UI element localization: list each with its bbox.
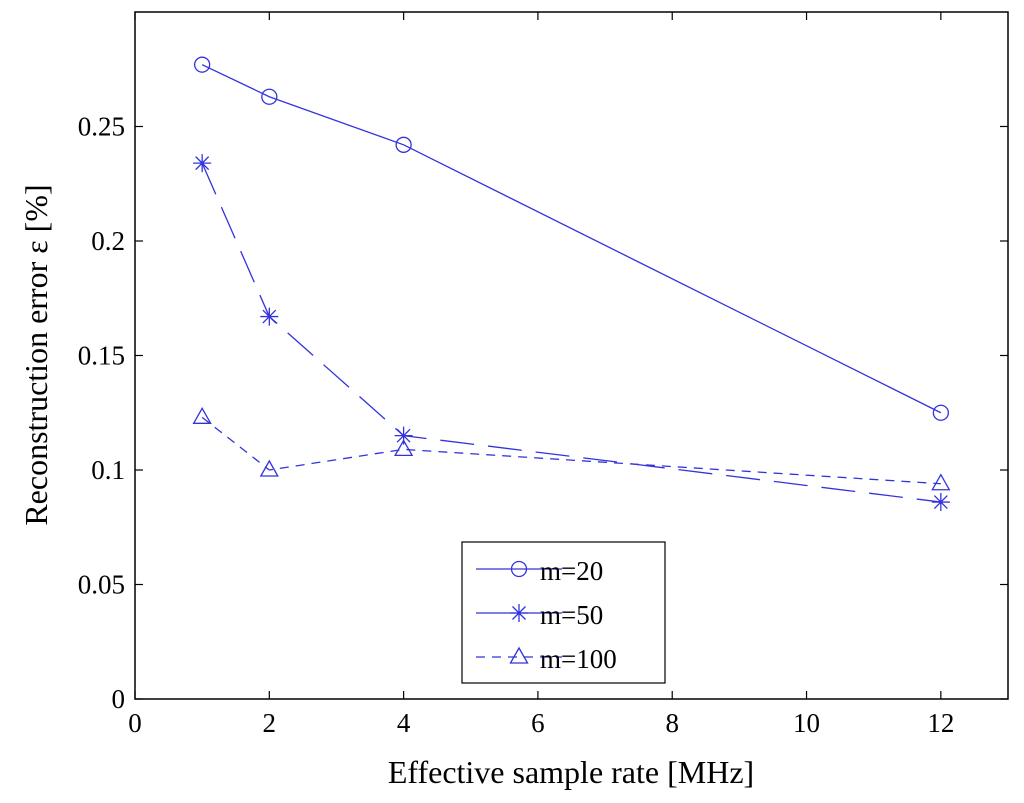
x-tick-label: 12 bbox=[927, 708, 954, 738]
y-axis-title: Reconstruction error ε [%] bbox=[18, 184, 54, 525]
legend-marker bbox=[510, 560, 528, 578]
axis-ticks: 0 2 4 6 8 10 12 0 0.05 0.1 0.15 0.2 0.25 bbox=[78, 12, 1008, 738]
data-point-marker bbox=[931, 493, 950, 512]
y-tick-label: 0.2 bbox=[91, 226, 125, 256]
data-point-marker bbox=[931, 473, 951, 491]
series-line bbox=[201, 64, 942, 414]
series-m100 bbox=[192, 407, 951, 491]
data-point-marker bbox=[393, 439, 414, 457]
data-point-marker bbox=[193, 154, 212, 173]
data-point-marker bbox=[394, 426, 413, 445]
legend-marker bbox=[510, 604, 528, 622]
series-m50 bbox=[193, 154, 950, 512]
x-tick-label: 0 bbox=[128, 708, 142, 738]
series-m20 bbox=[194, 56, 949, 421]
data-point-marker bbox=[259, 459, 279, 477]
x-tick-label: 8 bbox=[665, 708, 679, 738]
data-point-marker bbox=[395, 136, 412, 153]
x-tick-label: 6 bbox=[531, 708, 545, 738]
x-tick-label: 4 bbox=[397, 708, 411, 738]
x-tick-label: 10 bbox=[793, 708, 820, 738]
series-layer bbox=[192, 56, 951, 512]
series-line bbox=[201, 162, 941, 503]
x-tick-label: 2 bbox=[263, 708, 277, 738]
data-point-marker bbox=[260, 307, 279, 326]
legend-label-m100: m=100 bbox=[540, 644, 617, 674]
data-point-marker bbox=[261, 88, 278, 105]
legend-label-m50: m=50 bbox=[540, 600, 603, 630]
legend-marker bbox=[509, 646, 529, 664]
y-tick-label: 0 bbox=[112, 684, 126, 714]
y-tick-label: 0.25 bbox=[78, 112, 125, 142]
y-tick-label: 0.15 bbox=[78, 341, 125, 371]
x-axis-title: Effective sample rate [MHz] bbox=[388, 754, 754, 790]
data-point-marker bbox=[932, 404, 949, 421]
data-point-marker bbox=[192, 407, 212, 424]
y-tick-label: 0.1 bbox=[91, 455, 125, 485]
legend: m=20 m=50 m=100 bbox=[461, 541, 666, 684]
legend-label-m20: m=20 bbox=[540, 556, 603, 586]
data-point-marker bbox=[194, 56, 211, 73]
y-tick-label: 0.05 bbox=[78, 570, 125, 600]
